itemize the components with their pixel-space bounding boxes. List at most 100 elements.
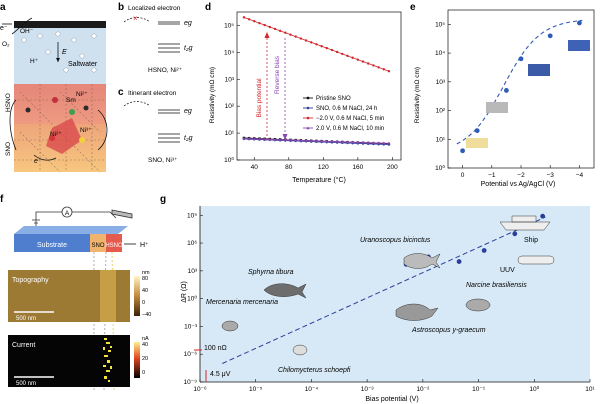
panel-e-chart: e Resistivity (mΩ cm) Potential vs Ag/Ag… — [410, 2, 595, 188]
y-tick-label: 10³ — [188, 268, 198, 275]
point — [283, 138, 287, 142]
sno-strip-label: SNO — [91, 243, 104, 249]
x-tick-label: 200 — [387, 164, 398, 171]
x-tick-label: 160 — [352, 164, 363, 171]
point — [335, 139, 339, 143]
unit-bottom: nA — [142, 336, 149, 342]
point — [263, 137, 267, 141]
point — [325, 46, 328, 50]
y-tick-label: 10⁰ — [224, 156, 234, 164]
trend-line — [222, 216, 546, 364]
hsno-region — [14, 84, 106, 124]
y-tick-label: 10¹ — [436, 136, 446, 143]
x-tick-label: −2 — [517, 172, 525, 179]
y-tick-label: 10⁰ — [187, 295, 197, 303]
point — [377, 141, 381, 145]
point — [304, 39, 308, 42]
electron-label-top: e⁻ — [0, 25, 8, 32]
x-tick-label: −3 — [546, 172, 554, 179]
point — [372, 64, 375, 67]
point — [345, 140, 349, 144]
hsno-label: HSNO — [5, 93, 12, 112]
film-swatch-2 — [486, 102, 508, 113]
point — [346, 54, 349, 58]
point — [330, 48, 334, 52]
substrate-label: Substrate — [37, 242, 67, 249]
x-tick-label: 10⁻⁴ — [305, 386, 319, 393]
chart-e-xlabel: Potential vs Ag/AgCl (V) — [481, 181, 556, 188]
y-tick-label: 10⁰ — [435, 164, 445, 172]
panel-d-letter: d — [205, 2, 211, 13]
panel-g-letter: g — [160, 194, 166, 205]
stargazer-icon — [403, 253, 441, 269]
bias-potential-label: Bias potential — [256, 78, 263, 118]
electron-label-bottom: e⁻ — [34, 158, 43, 165]
x-tick-label: 10⁻⁶ — [193, 386, 207, 393]
legend-marker — [306, 106, 310, 110]
x-tick-label: 10⁻¹ — [472, 386, 486, 393]
point — [310, 41, 313, 44]
point — [294, 35, 297, 38]
o2-label: O₂ — [2, 41, 10, 48]
point — [304, 138, 308, 142]
y-tick-label: 10⁴ — [224, 49, 234, 56]
panel-a: a e⁻ OH⁻ O₂ H⁺ E Saltwater Sm Ni²⁺ Ni²⁺ … — [0, 2, 108, 173]
colorbar-tick-top: 80 — [142, 276, 148, 282]
point — [289, 33, 292, 36]
x-tick-label: 10⁻⁵ — [249, 386, 263, 393]
chart-g-xlabel: Bias potential (V) — [365, 396, 418, 403]
y-tick-label: 10⁴ — [435, 50, 445, 57]
substrate-top — [14, 226, 128, 234]
panel-e-letter: e — [410, 2, 416, 13]
panel-c-title: Itinerant electron — [128, 90, 177, 97]
label-100n-ohm: 100 nΩ — [204, 345, 227, 352]
panel-b-t2g: t₂ɡ — [184, 45, 193, 52]
data-point-6 — [577, 20, 582, 26]
film-swatch-4 — [568, 40, 590, 51]
point — [382, 68, 385, 71]
point — [341, 52, 344, 56]
point — [258, 21, 261, 25]
label-uuv: UUV — [500, 267, 515, 274]
point — [315, 43, 318, 46]
label-4-5-uv: 4.5 μV — [210, 371, 231, 378]
y-tick-label: 10⁹ — [187, 212, 197, 219]
point — [366, 141, 370, 144]
hsno-strip — [106, 234, 122, 252]
point — [351, 140, 355, 144]
panel-d-chart: d Resistivity (mΩ cm) Temperature (°C) 4… — [205, 2, 402, 184]
chart-g-ylabel: ΔR (Ω) — [181, 281, 188, 303]
legend-label-1: SNO, 0.6 M NaCl, 24 h — [316, 106, 377, 112]
clam-icon — [221, 320, 239, 332]
point — [273, 27, 277, 31]
chart-e-ylabel: Resistivity (mΩ cm) — [414, 67, 421, 123]
point — [371, 141, 375, 144]
y-tick-label: 10⁻⁶ — [184, 351, 198, 358]
species-chilomycterus: Chilomycterus schoepfi — [278, 367, 351, 374]
point — [289, 138, 293, 142]
point — [387, 141, 391, 145]
data-point-4 — [518, 56, 524, 62]
legend-marker — [306, 126, 310, 130]
sno-label: SNO — [5, 142, 12, 156]
point — [284, 31, 287, 34]
colorbar-tick-top: 40 — [142, 288, 148, 294]
point — [278, 29, 282, 33]
point — [299, 138, 303, 142]
y-tick-label: 10⁻⁹ — [184, 379, 198, 386]
topography-label: Topography — [12, 277, 49, 284]
octahedron-shape — [46, 118, 82, 154]
x-tick-label: 10¹ — [585, 386, 595, 393]
x-tick-label: 40 — [251, 164, 259, 171]
panel-c-eg: eɡ — [184, 108, 192, 115]
point — [387, 70, 391, 73]
data-point-2 — [456, 259, 462, 264]
point — [330, 139, 334, 143]
y-tick-label: 10⁻³ — [184, 323, 198, 330]
panel-b-title: Localized electron — [128, 5, 181, 12]
panel-b-caption: HSNO, Ni²⁺ — [148, 67, 183, 74]
current-colorbar — [134, 342, 140, 378]
electrode — [14, 21, 106, 28]
x-tick-label: 0 — [461, 172, 465, 179]
point — [340, 140, 344, 143]
